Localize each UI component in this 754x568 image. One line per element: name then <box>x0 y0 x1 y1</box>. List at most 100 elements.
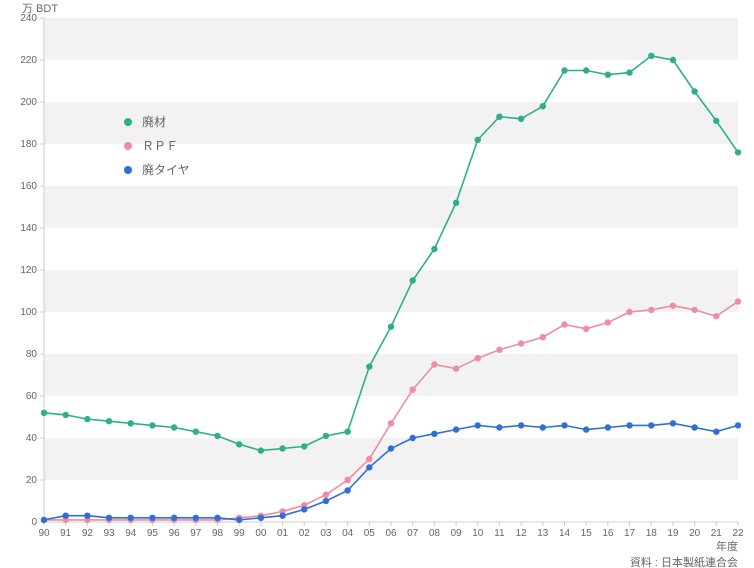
series-marker <box>648 307 654 313</box>
series-marker <box>149 515 155 521</box>
x-tick-label: 16 <box>602 528 614 539</box>
series-marker <box>691 88 697 94</box>
series-marker <box>388 420 394 426</box>
series-marker <box>279 445 285 451</box>
series-marker <box>453 426 459 432</box>
series-marker <box>128 515 134 521</box>
y-tick-label: 220 <box>20 55 37 66</box>
series-marker <box>258 515 264 521</box>
legend-marker <box>124 166 132 174</box>
x-tick-label: 14 <box>559 528 571 539</box>
x-tick-label: 01 <box>277 528 289 539</box>
series-marker <box>735 298 741 304</box>
series-marker <box>431 431 437 437</box>
legend-marker <box>124 142 132 150</box>
x-tick-label: 90 <box>38 528 50 539</box>
legend-marker <box>124 118 132 126</box>
y-axis-title: 万 BDT <box>22 3 58 15</box>
series-marker <box>171 515 177 521</box>
y-tick-label: 0 <box>31 517 37 528</box>
series-marker <box>366 464 372 470</box>
x-tick-label: 19 <box>667 528 679 539</box>
series-marker <box>626 309 632 315</box>
series-marker <box>605 424 611 430</box>
series-line <box>44 302 738 520</box>
series-marker <box>62 412 68 418</box>
series-marker <box>518 340 524 346</box>
y-tick-label: 60 <box>26 391 38 402</box>
x-tick-label: 10 <box>472 528 484 539</box>
series-marker <box>84 416 90 422</box>
series-marker <box>648 422 654 428</box>
series-marker <box>41 410 47 416</box>
series-marker <box>583 326 589 332</box>
series-marker <box>149 422 155 428</box>
y-tick-label: 80 <box>26 349 38 360</box>
series-marker <box>540 334 546 340</box>
series-marker <box>475 355 481 361</box>
series-marker <box>735 149 741 155</box>
series-marker <box>323 492 329 498</box>
series-marker <box>344 487 350 493</box>
series-marker <box>561 321 567 327</box>
series-marker <box>279 513 285 519</box>
series-marker <box>84 513 90 519</box>
series-marker <box>713 118 719 124</box>
y-tick-label: 160 <box>20 181 37 192</box>
series-marker <box>431 246 437 252</box>
y-tick-label: 200 <box>20 97 37 108</box>
x-tick-label: 97 <box>190 528 202 539</box>
x-tick-label: 17 <box>624 528 636 539</box>
x-tick-label: 18 <box>646 528 658 539</box>
series-marker <box>691 307 697 313</box>
series-marker <box>431 361 437 367</box>
series-marker <box>453 200 459 206</box>
series-marker <box>518 116 524 122</box>
y-tick-label: 40 <box>26 433 38 444</box>
series-marker <box>128 420 134 426</box>
x-tick-label: 93 <box>104 528 116 539</box>
series-marker <box>496 424 502 430</box>
series-marker <box>41 517 47 523</box>
series-marker <box>475 137 481 143</box>
series-marker <box>193 515 199 521</box>
series-marker <box>323 433 329 439</box>
x-tick-label: 98 <box>212 528 224 539</box>
x-tick-label: 06 <box>385 528 397 539</box>
series-marker <box>388 324 394 330</box>
x-axis-title: 年度 <box>716 539 738 553</box>
y-tick-label: 180 <box>20 139 37 150</box>
series-marker <box>648 53 654 59</box>
x-tick-label: 99 <box>234 528 246 539</box>
y-tick-label: 140 <box>20 223 37 234</box>
series-marker <box>713 429 719 435</box>
series-marker <box>583 67 589 73</box>
legend-label: 廃タイヤ <box>142 162 190 177</box>
series-marker <box>496 114 502 120</box>
series-marker <box>691 424 697 430</box>
series-marker <box>106 418 112 424</box>
x-tick-label: 21 <box>711 528 723 539</box>
series-marker <box>344 429 350 435</box>
series-marker <box>626 69 632 75</box>
series-marker <box>518 422 524 428</box>
series-marker <box>323 498 329 504</box>
x-tick-label: 11 <box>494 528 505 539</box>
source-label: 資料 : 日本製紙連合会 <box>630 555 738 568</box>
series-marker <box>106 515 112 521</box>
x-tick-label: 00 <box>255 528 267 539</box>
series-marker <box>171 424 177 430</box>
x-tick-label: 05 <box>364 528 376 539</box>
y-tick-label: 20 <box>26 475 38 486</box>
series-marker <box>670 420 676 426</box>
x-tick-label: 13 <box>537 528 549 539</box>
series-marker <box>236 441 242 447</box>
x-tick-label: 12 <box>516 528 528 539</box>
series-marker <box>453 366 459 372</box>
plot-bands <box>44 18 738 480</box>
legend-label: ＲＰＦ <box>142 139 178 153</box>
series-marker <box>626 422 632 428</box>
series-marker <box>366 456 372 462</box>
x-tick-label: 94 <box>125 528 137 539</box>
x-tick-label: 04 <box>342 528 354 539</box>
